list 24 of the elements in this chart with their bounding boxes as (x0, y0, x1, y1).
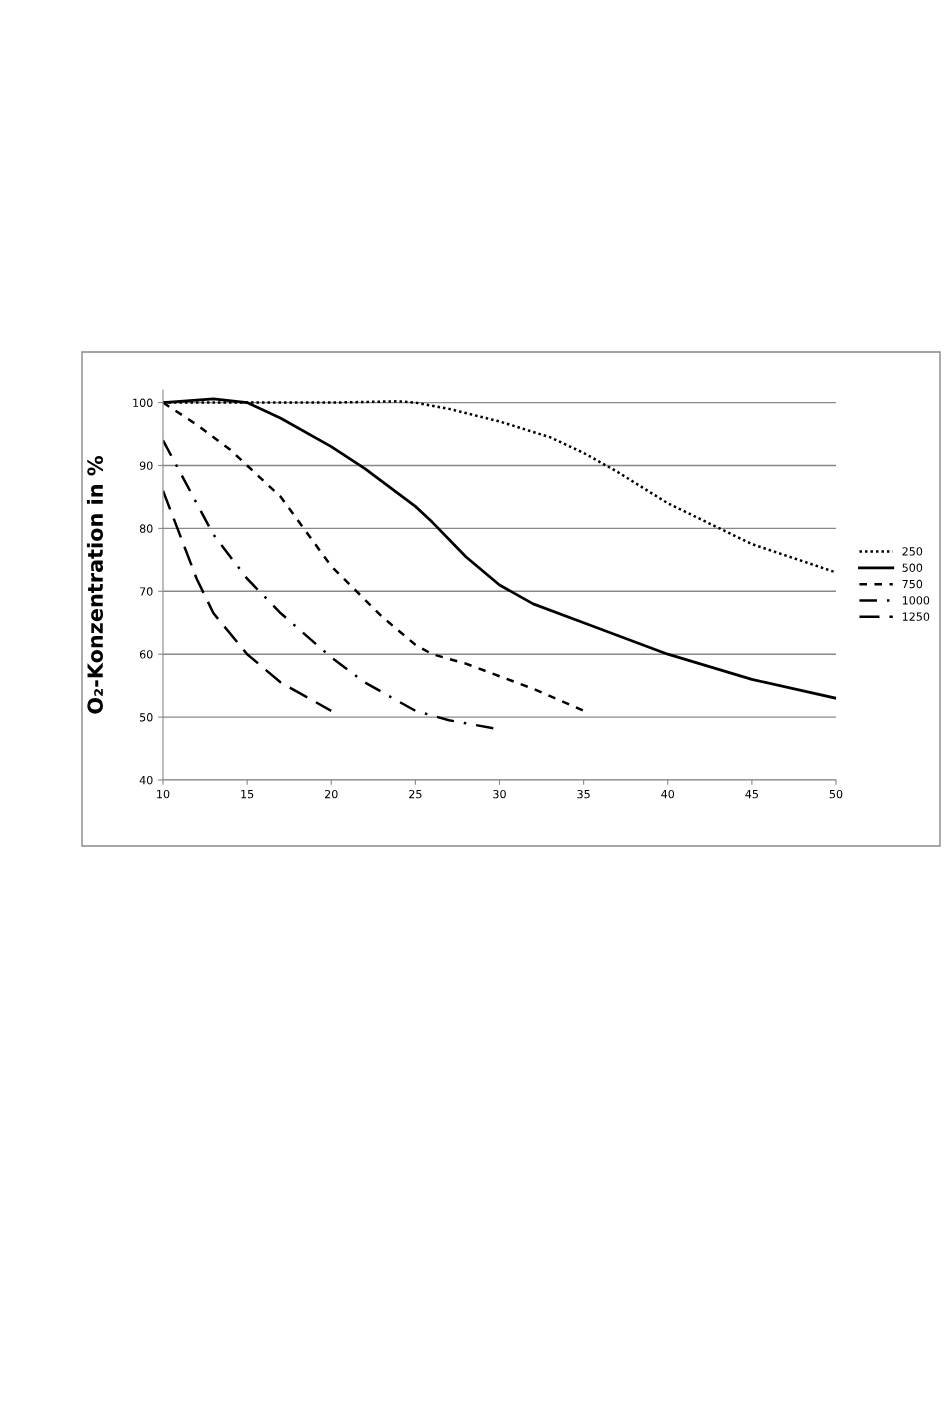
legend-label: 750 (902, 579, 923, 589)
y-axis-title: O₂-Konzentration in % (86, 455, 104, 714)
x-tick-label: 15 (241, 790, 254, 799)
x-tick-label: 50 (829, 789, 843, 799)
x-tick-label: 10 (157, 789, 170, 799)
x-tick-label: 30 (493, 789, 506, 799)
line-series (163, 489, 333, 713)
y-tick-label: 80 (139, 524, 153, 533)
y-tick-label: 50 (140, 713, 153, 722)
legend-label: 1250 (902, 612, 930, 621)
legend-label: 1000 (902, 596, 930, 605)
x-tick-label: 20 (324, 789, 338, 799)
x-tick-label: 45 (745, 790, 758, 799)
x-tick-label: 35 (577, 789, 590, 799)
x-tick-label: 40 (661, 789, 675, 799)
y-tick-label: 100 (133, 398, 153, 407)
y-tick-label: 40 (139, 775, 153, 785)
x-tick-label: 25 (409, 789, 422, 799)
legend-label: 250 (902, 547, 923, 556)
line-series (163, 439, 496, 730)
legend-label: 500 (902, 563, 923, 572)
y-tick-label: 60 (139, 650, 153, 659)
y-tick-label: 70 (140, 587, 153, 596)
y-tick-label: 90 (139, 461, 153, 470)
